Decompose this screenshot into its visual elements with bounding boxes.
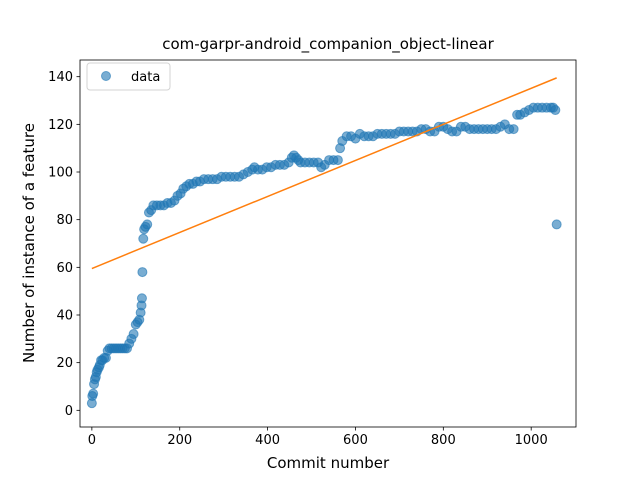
x-tick-label: 800 <box>431 433 456 448</box>
data-point <box>88 388 99 399</box>
plot-area <box>86 77 562 409</box>
x-axis-label: Commit number <box>267 454 390 472</box>
data-point <box>138 233 149 244</box>
data-point <box>137 267 148 278</box>
data-point <box>142 219 153 230</box>
y-tick-label: 60 <box>56 261 73 276</box>
y-tick-label: 140 <box>48 70 73 85</box>
data-point <box>551 219 562 230</box>
data-point <box>136 293 147 304</box>
y-tick-label: 0 <box>65 404 73 419</box>
data-point <box>550 105 561 116</box>
data-point <box>332 155 343 166</box>
y-tick-label: 20 <box>56 356 73 371</box>
y-tick-label: 80 <box>56 213 73 228</box>
chart-title: com-garpr-android_companion_object-linea… <box>162 35 494 54</box>
legend-label-data: data <box>131 70 160 85</box>
legend: data <box>86 62 171 91</box>
data-point <box>508 124 519 135</box>
y-tick-label: 100 <box>48 166 73 181</box>
y-tick-label: 40 <box>56 308 73 323</box>
axes-frame <box>79 59 577 428</box>
fit-line <box>91 77 557 270</box>
x-tick-label: 200 <box>167 433 192 448</box>
legend-box <box>86 62 171 91</box>
axes: 0 200 400 600 800 1000 0 20 40 60 80 100 120 140 <box>48 59 577 448</box>
data-point <box>128 329 139 340</box>
x-tick-label: 400 <box>255 433 280 448</box>
legend-marker-data <box>101 71 111 81</box>
y-tick-label: 120 <box>48 118 73 133</box>
y-axis-label: Number of instance of a feature <box>20 123 38 363</box>
x-tick-label: 0 <box>88 433 96 448</box>
x-tick-label: 600 <box>343 433 368 448</box>
x-tick-label: 1000 <box>515 433 548 448</box>
